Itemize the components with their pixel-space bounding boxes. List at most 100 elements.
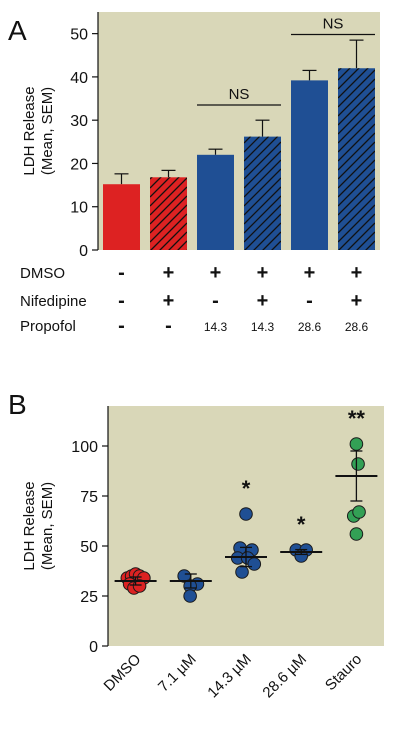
panel-a-condition-table: DMSO - + + + + + Nifedipine - + - + - + Propofol - - 14.3… <box>20 262 369 337</box>
panel-b-group <box>114 567 157 595</box>
panel-a-annotation-text: NS <box>229 86 250 103</box>
panel-a-y-tick-label: 30 <box>70 113 88 130</box>
panel-a-condition-cell: - <box>118 262 125 284</box>
panel-a-hatch-line <box>347 222 375 250</box>
panel-b-data-point <box>235 565 249 579</box>
panel-a-hatch-line <box>338 114 375 153</box>
panel-a-annotation-text: NS <box>323 16 344 33</box>
panel-a-ylabel-line2: (Mean, SEM) <box>39 87 56 175</box>
panel-a-hatch-line <box>356 231 375 250</box>
panel-a-ylabel: LDH Release (Mean, SEM) <box>21 86 56 175</box>
panel-a-condition-label: Propofol <box>20 318 76 335</box>
panel-b-data-point <box>247 557 262 571</box>
panel-a-hatch-line <box>150 177 187 216</box>
panel-a-hatch-line <box>244 213 281 250</box>
panel-a-condition-cell: 28.6 <box>345 320 369 334</box>
panel-b-x-tick-label: DMSO <box>101 651 145 695</box>
panel-a-hatch-line <box>338 213 375 250</box>
panel-a-condition-cell: + <box>163 262 175 284</box>
panel-a-y-tick-label: 40 <box>70 70 88 87</box>
panel-b-data-point <box>349 437 364 451</box>
panel-a: A 0 10 20 30 40 50 NS NS LDH Release (Mean, SE… <box>8 12 380 337</box>
panel-a-bar <box>197 154 234 250</box>
panel-b-significance: * <box>242 476 251 501</box>
panel-a-hatch-line <box>150 177 171 198</box>
panel-a-y-axis: 0 10 20 30 40 50 <box>70 12 99 260</box>
panel-a-condition-label: DMSO <box>20 265 65 282</box>
panel-a-y-tick-label: 50 <box>70 27 88 44</box>
panel-a-hatch-line <box>338 141 375 180</box>
panel-a-hatch-line <box>244 136 252 144</box>
panel-a-y-tick-label: 20 <box>70 156 88 173</box>
panel-a-hatch-line <box>338 150 375 189</box>
panel-a-hatch-line <box>253 222 281 250</box>
panel-a-hatch-line <box>244 141 281 180</box>
panel-a-hatch-lines <box>338 68 375 250</box>
panel-a-condition-cell: + <box>351 262 363 284</box>
panel-a-bar <box>291 80 328 250</box>
panel-a-label: A <box>8 15 27 46</box>
panel-a-condition-cell: - <box>118 315 125 337</box>
panel-a-hatch-line <box>244 136 270 162</box>
panel-b-data-point <box>352 505 366 519</box>
panel-a-condition-cell: + <box>304 262 316 284</box>
panel-b-data-point <box>132 579 147 593</box>
panel-a-hatch-line <box>338 159 375 198</box>
panel-b-label: B <box>8 389 27 420</box>
panel-a-hatch-line <box>159 222 187 250</box>
panel-a-hatch-line <box>244 195 281 234</box>
panel-a-hatch-line <box>338 87 375 126</box>
panel-b-y-tick-label: 0 <box>89 639 98 656</box>
panel-a-ylabel-line1: LDH Release <box>21 86 38 175</box>
panel-a-condition-cell: + <box>210 262 222 284</box>
panel-a-hatch-line <box>338 96 375 135</box>
panel-a-hatch-lines <box>244 136 281 250</box>
panel-a-condition-cell: + <box>257 290 269 312</box>
panel-a-hatch-line <box>168 231 187 250</box>
panel-a-bar-hatching <box>150 177 187 250</box>
panel-b-data-point <box>351 457 365 471</box>
panel-a-hatch-line <box>244 159 281 198</box>
panel-a-bar <box>103 184 140 250</box>
panel-a-hatch-line <box>244 168 281 207</box>
panel-a-condition-cell: - <box>212 290 219 312</box>
panel-b-ylabel-line1: LDH Release <box>21 481 38 570</box>
panel-a-hatch-line <box>338 68 351 81</box>
panel-a-hatch-line <box>150 177 162 189</box>
panel-a-y-tick-label: 10 <box>70 200 88 217</box>
panel-b-x-tick-label: 28.6 µM <box>259 651 310 702</box>
panel-a-bars <box>103 39 375 250</box>
panel-a-hatch-line <box>338 195 375 234</box>
panel-b-x-tick-label: 14.3 µM <box>204 651 255 702</box>
panel-b-x-axis-labels: DMSO 7.1 µM 14.3 µM 28.6 µM Stauro <box>101 651 366 702</box>
panel-a-hatch-line <box>338 186 375 225</box>
panel-b-y-tick-label: 100 <box>71 439 98 456</box>
panel-a-hatch-line <box>271 240 281 250</box>
panel-b-y-tick-label: 25 <box>80 589 98 606</box>
panel-a-hatch-line <box>338 204 375 243</box>
panel-b-y-tick-label: 50 <box>80 539 98 556</box>
panel-b-significance: * <box>297 512 306 537</box>
panel-a-condition-cell: - <box>165 315 172 337</box>
panel-a-condition-cell: 28.6 <box>298 320 322 334</box>
panel-a-hatch-line <box>338 168 375 207</box>
panel-b-group: * <box>225 476 267 579</box>
panel-a-bar-hatching <box>338 68 375 250</box>
panel-a-hatch-line <box>150 177 180 207</box>
panel-b-significance: ** <box>348 406 366 431</box>
panel-b-x-tick-label: Stauro <box>322 651 365 694</box>
panel-a-hatch-line <box>338 69 375 108</box>
panel-a-hatch-line <box>177 240 187 250</box>
panel-a-condition-cell: - <box>306 290 313 312</box>
panel-a-hatch-line <box>338 132 375 171</box>
panel-a-condition-label: Nifedipine <box>20 293 87 310</box>
panel-a-hatch-line <box>150 195 187 234</box>
panel-a-hatch-line <box>338 177 375 216</box>
panel-a-hatch-line <box>262 231 281 250</box>
panel-b-data-point <box>183 589 197 603</box>
panel-b-plot-area <box>108 406 384 646</box>
panel-a-hatch-line <box>244 186 281 225</box>
panel-b-ylabel-line2: (Mean, SEM) <box>39 482 56 570</box>
panel-a-condition-cell: - <box>118 290 125 312</box>
